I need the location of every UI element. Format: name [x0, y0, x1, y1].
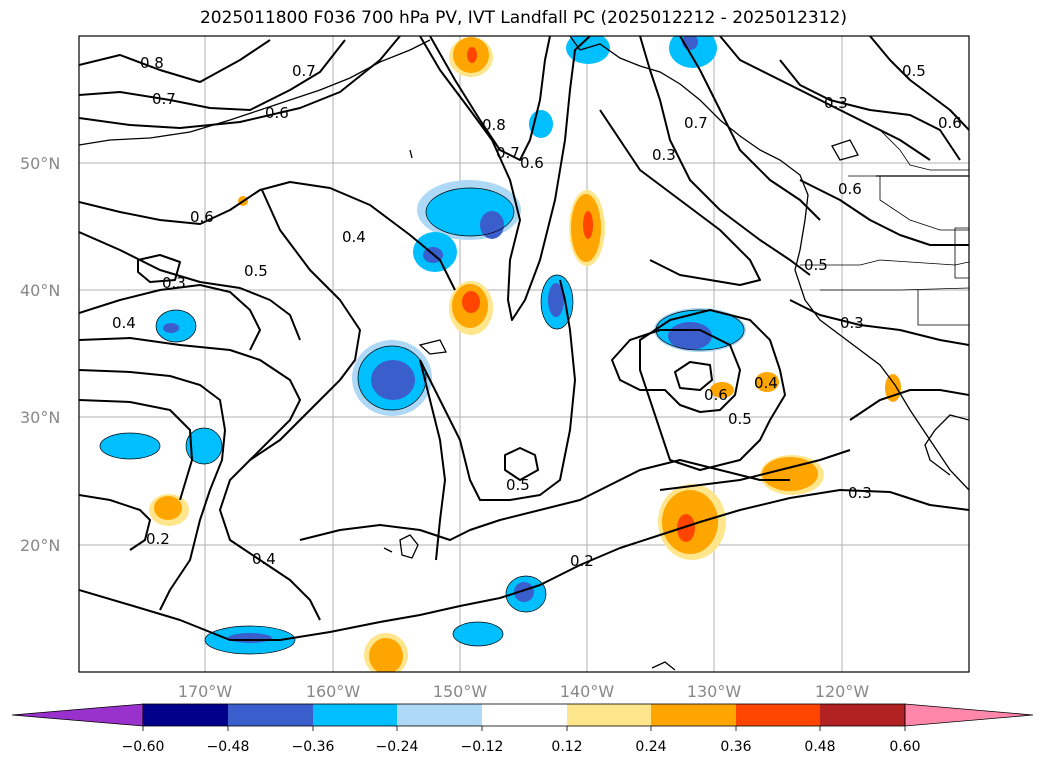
lon-label-120w: 120°W [815, 682, 870, 701]
colorbar-segment [482, 704, 567, 726]
contour-label: 0.3 [824, 94, 848, 112]
map-frame [78, 35, 970, 673]
contour-label: 0.5 [804, 256, 828, 274]
contour-label: 0.6 [938, 114, 962, 132]
lon-label-160w: 160°W [306, 682, 361, 701]
contour-label: 0.3 [652, 146, 676, 164]
coastlines [79, 36, 969, 671]
latitude-labels: 50°N 40°N 30°N 20°N [20, 154, 60, 555]
lon-label-170w: 170°W [178, 682, 233, 701]
lon-label-150w: 150°W [433, 682, 488, 701]
colorbar-tick: 0.60 [889, 739, 920, 755]
contour-label: 0.5 [244, 262, 268, 280]
colorbar-segment [143, 704, 228, 726]
colorbar-segment [567, 704, 651, 726]
contour-label: 0.6 [520, 154, 544, 172]
colorbar-segment [820, 704, 905, 726]
pc-outlines [99, 187, 745, 655]
contour-label: 0.3 [840, 314, 864, 332]
colorbar-segment [313, 704, 397, 726]
colorbar-extend-low [11, 703, 144, 727]
map-title: 2025011800 F036 700 hPa PV, IVT Landfall… [199, 8, 847, 28]
contour-label: 0.6 [265, 104, 289, 122]
colorbar-segment [736, 704, 820, 726]
contour-label: 0.5 [506, 476, 530, 494]
contour-label: 0.7 [684, 114, 708, 132]
colorbar-tick: −0.12 [461, 739, 504, 755]
colorbar-extend-high [904, 703, 1034, 727]
longitude-labels: 170°W 160°W 150°W 140°W 130°W 120°W [178, 682, 870, 701]
lat-label-50n: 50°N [20, 154, 60, 173]
colorbar-segment [651, 704, 736, 726]
colorbar-tick: −0.48 [207, 739, 250, 755]
colorbar-tick: 0.36 [720, 739, 751, 755]
contour-label: 0.7 [496, 144, 520, 162]
lon-label-140w: 140°W [560, 682, 615, 701]
colorbar-tick: 0.48 [804, 739, 835, 755]
contour-label: 0.4 [112, 314, 136, 332]
colorbar: −0.60 −0.48 −0.36 −0.24 −0.12 0.12 0.24 … [11, 703, 1034, 755]
contour-label: 0.7 [152, 90, 176, 108]
lat-label-30n: 30°N [20, 408, 60, 427]
lat-label-20n: 20°N [20, 536, 60, 555]
contour-labels: 0.8 0.7 0.7 0.6 0.6 0.4 0.5 0.3 0.4 0.8 … [112, 54, 962, 570]
colorbar-segment [228, 704, 313, 726]
contour-label: 0.7 [292, 62, 316, 80]
contour-label: 0.6 [190, 208, 214, 226]
colorbar-segment [397, 704, 482, 726]
contour-label: 0.8 [482, 116, 506, 134]
contour-label: 0.4 [252, 550, 276, 568]
colorbar-tick: −0.24 [376, 739, 419, 755]
contour-label: 0.2 [570, 552, 594, 570]
contour-label: 0.3 [848, 484, 872, 502]
lat-label-40n: 40°N [20, 281, 60, 300]
colorbar-tick: −0.60 [122, 739, 165, 755]
contour-label: 0.5 [728, 410, 752, 428]
contour-label: 0.6 [838, 180, 862, 198]
colorbar-tick: −0.36 [292, 739, 335, 755]
contour-label: 0.4 [754, 374, 778, 392]
contour-label: 0.3 [162, 274, 186, 292]
contour-label: 0.8 [140, 54, 164, 72]
colorbar-tick: 0.24 [635, 739, 666, 755]
contour-label: 0.5 [902, 62, 926, 80]
pv-contours [79, 36, 969, 641]
contour-label: 0.4 [342, 228, 366, 246]
lon-label-130w: 130°W [687, 682, 742, 701]
map-panel [79, 36, 969, 672]
colorbar-tick: 0.12 [551, 739, 582, 755]
contour-label: 0.2 [146, 530, 170, 548]
contour-label: 0.6 [704, 386, 728, 404]
